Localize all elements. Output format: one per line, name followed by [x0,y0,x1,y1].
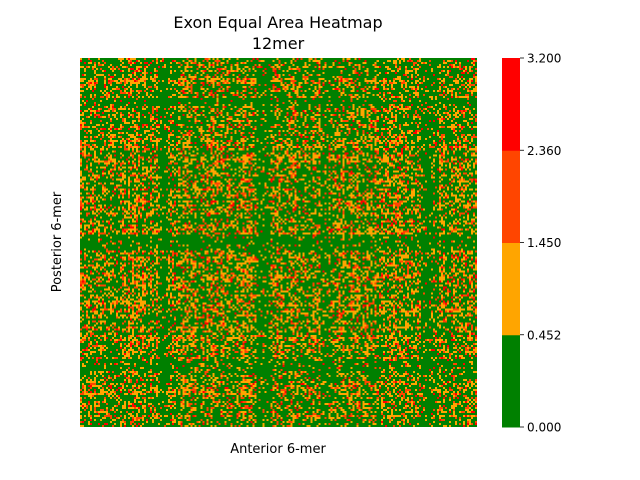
heatmap-plot-area [80,58,477,427]
colorbar-tick-label-0: 0.000 [527,421,561,435]
colorbar-tick-label-4: 3.200 [527,52,561,66]
heatmap-cells [80,58,477,427]
chart-title: Exon Equal Area Heatmap [173,13,382,32]
colorbar-bin-3 [502,58,520,151]
chart-subtitle: 12mer [252,34,305,53]
colorbar-bin-0 [502,334,520,428]
colorbar-tick-label-2: 1.450 [527,236,561,250]
colorbar-tick-label-3: 2.360 [527,144,561,158]
y-axis-label: Posterior 6-mer [50,191,65,292]
colorbar-bin-1 [502,242,520,336]
colorbar-tick-label-1: 0.452 [527,328,561,342]
x-axis-label: Anterior 6-mer [230,442,326,457]
colorbar-bin-2 [502,150,520,243]
colorbar: 0.000 0.452 1.450 2.360 3.200 [502,52,561,435]
